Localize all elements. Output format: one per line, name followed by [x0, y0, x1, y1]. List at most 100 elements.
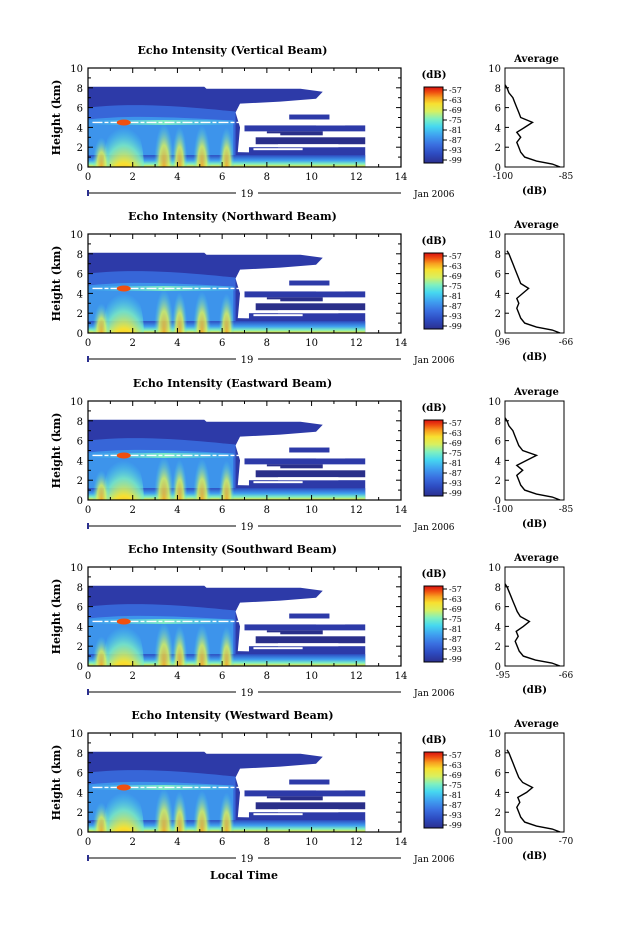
echo-gap [253, 148, 303, 151]
x-tick-label: 14 [395, 837, 408, 848]
echo-patch [255, 137, 366, 145]
echo-patch [248, 147, 366, 156]
y-tick-label: 10 [70, 563, 83, 574]
colorbar-tick-label: -99 [449, 156, 462, 165]
profile-title: Average [513, 54, 559, 65]
x-tick-label: 2 [130, 671, 136, 682]
y-tick-label: 4 [77, 123, 83, 134]
y-axis-label: Height (km) [50, 80, 63, 156]
y-axis-label: Height (km) [50, 413, 63, 489]
colorbar-unit: (dB) [422, 236, 447, 247]
profile-y-tick-label: 8 [495, 583, 501, 594]
profile-y-tick-label: 6 [495, 270, 501, 281]
y-tick-label: 10 [70, 230, 83, 241]
echo-gap [278, 144, 339, 148]
date-day: 19 [241, 854, 254, 865]
profile-y-tick-label: 2 [495, 143, 501, 154]
echo-plume [92, 636, 111, 666]
profile-y-tick-label: 4 [495, 622, 501, 633]
colorbar-tick-label: -93 [449, 479, 462, 488]
colorbar-unit: (dB) [422, 569, 447, 580]
x-tick-label: 0 [85, 505, 91, 516]
profile-frame [504, 732, 565, 833]
echo-plume [171, 292, 188, 333]
profile-y-tick-label: 8 [495, 417, 501, 428]
profile-y-tick-label: 4 [495, 788, 501, 799]
echo-gap [244, 798, 281, 801]
date-day: 19 [241, 355, 254, 366]
echo-plume [92, 137, 111, 167]
echo-patch [248, 646, 366, 655]
profile-y-tick-label: 8 [495, 250, 501, 261]
echo-patch [244, 291, 366, 298]
echo-plume [218, 792, 235, 832]
profile-y-tick-label: 0 [495, 329, 501, 340]
echo-patch [255, 636, 366, 644]
echo-patch [289, 613, 330, 619]
colorbar-tick-label: -63 [449, 429, 462, 438]
profile-y-tick-label: 10 [488, 563, 501, 574]
x-tick-label: 0 [85, 837, 91, 848]
colorbar-tick-label: -69 [449, 771, 462, 780]
x-tick-label: 4 [174, 505, 180, 516]
colorbar-tick-label: -75 [449, 116, 462, 125]
echo-plume [103, 283, 144, 333]
echo-patch [289, 280, 330, 286]
echo-gap [253, 813, 303, 816]
date-day: 19 [241, 688, 254, 699]
echo-plume [153, 622, 175, 666]
colorbar-tick-label: -81 [449, 791, 462, 800]
colorbar-unit: (dB) [422, 70, 447, 81]
echo-gap [278, 310, 339, 314]
profile-y-tick-label: 6 [495, 603, 501, 614]
colorbar [423, 751, 444, 829]
profile-y-tick-label: 10 [488, 64, 501, 75]
profile-y-tick-label: 8 [495, 749, 501, 760]
echo-plume [103, 616, 144, 666]
profile-x-tick-label: -66 [559, 338, 574, 348]
echo-patch [244, 125, 366, 132]
echo-field [88, 751, 366, 832]
profile-y-tick-label: 2 [495, 808, 501, 819]
profile-y-tick-label: 2 [495, 309, 501, 320]
echo-plume [103, 450, 144, 500]
colorbar [423, 86, 444, 164]
echo-plume [103, 117, 144, 167]
x-tick-label: 12 [350, 172, 363, 183]
date-label: Jan 2006 [413, 523, 455, 533]
x-axis-label: Local Time [210, 869, 278, 882]
y-tick-label: 8 [77, 84, 83, 95]
echo-field [88, 86, 366, 167]
melting-layer-peak [116, 285, 131, 292]
echo-patch [248, 480, 366, 489]
x-tick-label: 10 [305, 338, 318, 349]
y-tick-label: 6 [77, 437, 83, 448]
colorbar-tick-label: -81 [449, 126, 462, 135]
melting-layer-peak [116, 119, 131, 126]
echo-gap [253, 647, 303, 650]
x-tick-label: 4 [174, 671, 180, 682]
echo-patch [255, 802, 366, 810]
echo-plume [171, 625, 188, 666]
profile-y-tick-label: 6 [495, 437, 501, 448]
echo-plume [92, 802, 111, 832]
date-label: Jan 2006 [413, 855, 455, 865]
y-tick-label: 2 [77, 143, 83, 154]
profile-frame [504, 233, 565, 334]
panel-2: Echo Intensity (Eastward Beam) 0 2 4 6 8 10 12 1… [50, 377, 574, 533]
echo-plume [193, 790, 211, 832]
y-tick-label: 6 [77, 769, 83, 780]
y-tick-label: 8 [77, 417, 83, 428]
profile-x-tick-label: -96 [496, 338, 511, 348]
profile-y-tick-label: 4 [495, 123, 501, 134]
heatmap-title: Echo Intensity (Westward Beam) [131, 709, 333, 722]
melting-layer [88, 452, 241, 458]
y-tick-label: 2 [77, 642, 83, 653]
echo-plume [153, 289, 175, 333]
x-tick-label: 2 [130, 837, 136, 848]
profile-y-tick-label: 10 [488, 397, 501, 408]
echo-plume [193, 458, 211, 500]
colorbar-tick-label: -87 [449, 801, 462, 810]
profile-title: Average [513, 553, 559, 564]
profile-y-tick-label: 2 [495, 642, 501, 653]
